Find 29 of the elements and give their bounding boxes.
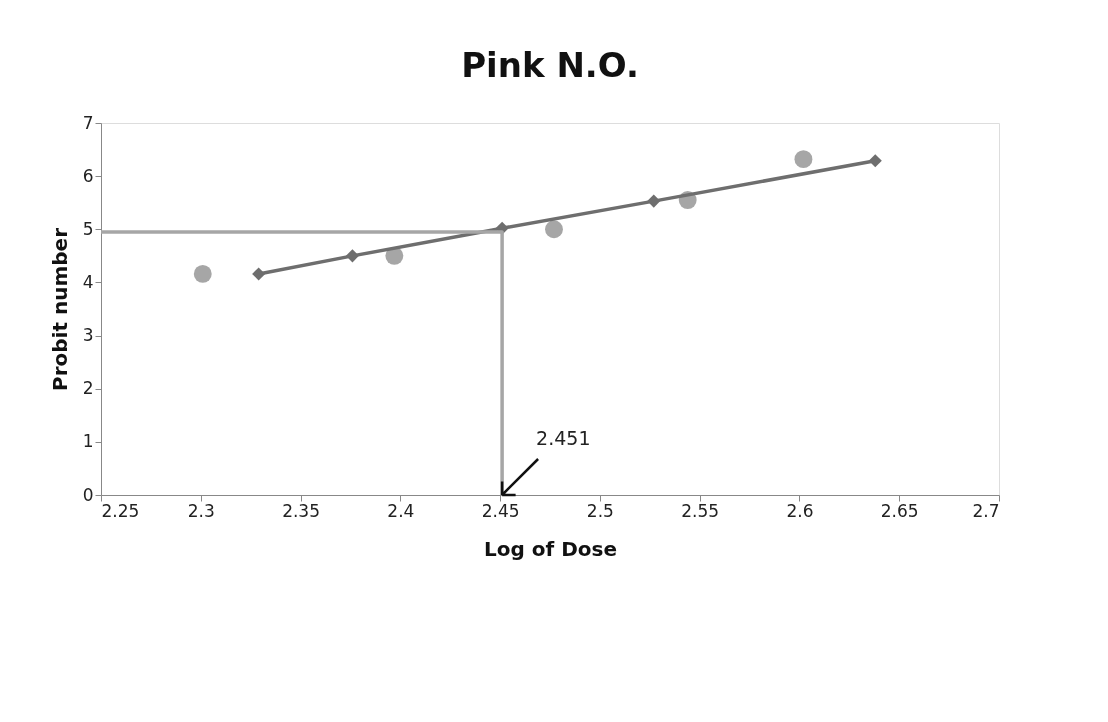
chart-title: Pink N.O. bbox=[461, 45, 639, 85]
x-tick-label: 2.3 bbox=[187, 500, 215, 521]
point bbox=[545, 220, 563, 239]
annotation: 2.451 bbox=[536, 427, 591, 449]
x-tick-label: 2.4 bbox=[387, 500, 415, 521]
y-tick-label: 2 bbox=[82, 378, 94, 399]
x-axis-title: Log of Dose bbox=[484, 536, 617, 561]
x-tick-label: 2.6 bbox=[786, 500, 814, 521]
point bbox=[252, 267, 266, 281]
y-tick-label: 4 bbox=[82, 271, 94, 292]
point bbox=[193, 265, 212, 283]
x-tick-label: 2.35 bbox=[282, 500, 320, 521]
point bbox=[345, 249, 359, 263]
point bbox=[647, 194, 661, 208]
x-tick-label: 2.7 bbox=[972, 500, 1000, 521]
x-tick-label: 2.25 bbox=[101, 500, 140, 521]
point bbox=[868, 154, 882, 168]
y-tick-label: 7 bbox=[82, 112, 94, 133]
x-tick-label: 2.45 bbox=[481, 500, 520, 521]
x-tick-label: 2.5 bbox=[586, 500, 614, 521]
y-tick-label: 3 bbox=[82, 325, 94, 346]
y-tick-label: 1 bbox=[82, 431, 94, 452]
y-tick-label: 0 bbox=[82, 484, 94, 505]
y-tick-label: 6 bbox=[82, 165, 94, 186]
y-tick-label: 5 bbox=[82, 218, 94, 239]
x-tick-label: 2.55 bbox=[681, 500, 720, 521]
x-tick-label: 2.65 bbox=[880, 500, 919, 521]
point bbox=[794, 150, 813, 169]
y-axis-title: Probit number bbox=[47, 227, 72, 392]
